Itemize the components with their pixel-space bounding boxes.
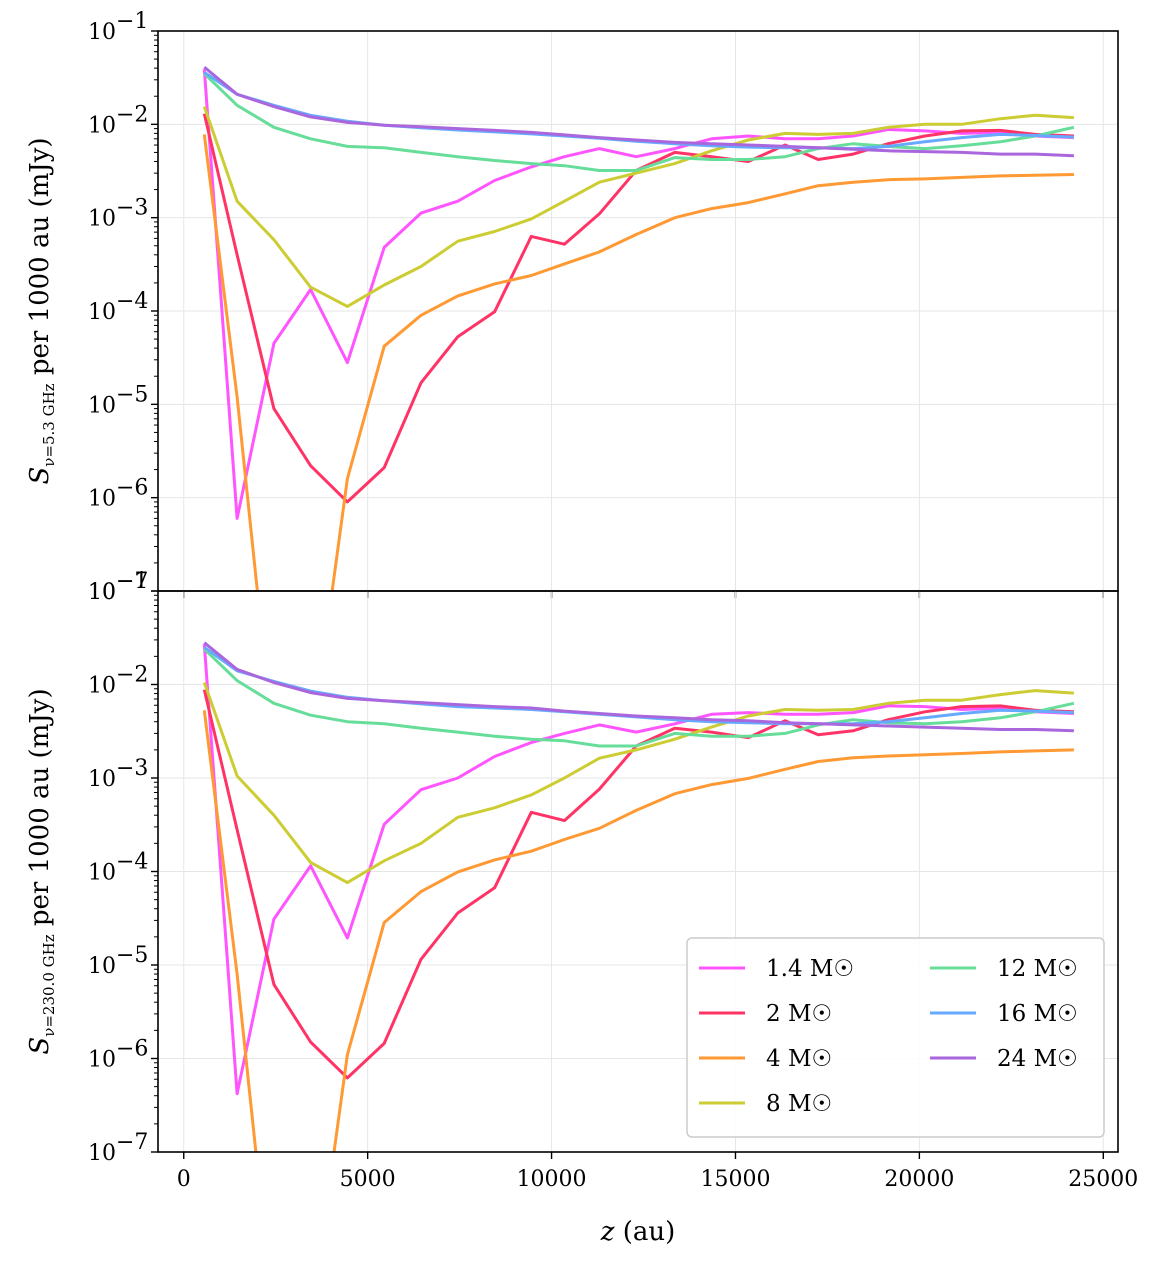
series-group xyxy=(202,641,1075,1152)
legend-label: 4 M☉ xyxy=(766,1046,832,1072)
y-tick-exponent: −1 xyxy=(116,9,148,34)
x-tick-label: 5000 xyxy=(340,1167,396,1192)
y-tick-label: 10 xyxy=(88,393,116,418)
y-tick-label: 10 xyxy=(88,954,116,979)
x-tick-label: 10000 xyxy=(517,1167,587,1192)
x-tick-label: 20000 xyxy=(884,1167,954,1192)
legend-box xyxy=(686,937,1105,1138)
y-tick-exponent: −4 xyxy=(116,289,148,314)
series-line xyxy=(202,682,1074,885)
series-line xyxy=(202,69,1074,520)
y-tick-exponent: −7 xyxy=(116,1130,148,1155)
y-tick-exponent: −2 xyxy=(116,102,148,127)
series-line xyxy=(202,644,1074,1096)
y-tick-exponent: −6 xyxy=(116,476,148,501)
series-line xyxy=(203,65,1074,158)
series-line xyxy=(203,71,1074,151)
y-tick-exponent: −5 xyxy=(116,943,148,968)
y-axis-label: Sν=5.3 GHz per 1000 au (mJy) xyxy=(25,137,58,484)
legend: 1.4 M☉ 2 M☉ 4 M☉ 8 M☉ 12 M☉ 16 M☉ 24 M☉ xyxy=(686,937,1105,1138)
y-tick-label: 10 xyxy=(88,20,116,45)
y-tick-exponent: −3 xyxy=(116,196,148,221)
y-tick-exponent: −2 xyxy=(116,663,148,688)
bottom-panel: 10 −110 −210 −310 −410 −510 −610 −70 5000 10000 15… xyxy=(25,569,1138,1247)
y-tick-label: 10 xyxy=(88,767,116,792)
legend-label: 24 M☉ xyxy=(997,1046,1078,1072)
y-tick-exponent: −5 xyxy=(116,382,148,407)
legend-label: 2 M☉ xyxy=(766,1001,832,1027)
x-tick-label: 0 xyxy=(177,1167,191,1192)
y-tick-label: 10 xyxy=(88,580,116,605)
legend-label: 16 M☉ xyxy=(997,1001,1078,1027)
y-tick-label: 10 xyxy=(88,861,116,886)
top-panel: 10−110−210−310−410−510−610 −7Sν=5.3 GHz p… xyxy=(25,9,1119,605)
series-line xyxy=(202,710,1074,1152)
y-tick-label: 10 xyxy=(88,1048,116,1073)
series-line xyxy=(203,72,1075,172)
x-tick-label: 25000 xyxy=(1068,1167,1138,1192)
series-line xyxy=(203,641,1074,733)
x-tick-label: 15000 xyxy=(700,1167,770,1192)
y-tick-label: 10 xyxy=(88,1141,116,1166)
series-line xyxy=(202,106,1074,308)
y-tick-label: 10 xyxy=(88,674,116,699)
y-tick-exponent: −6 xyxy=(116,1037,148,1062)
legend-label: 1.4 M☉ xyxy=(766,956,854,982)
series-line xyxy=(203,647,1075,748)
x-axis-label: z (au) xyxy=(600,1217,676,1247)
series-group xyxy=(202,65,1075,591)
series-line xyxy=(203,646,1074,726)
y-tick-exponent: −4 xyxy=(116,850,148,875)
y-tick-label: 10 xyxy=(88,580,116,605)
y-tick-label: 10 xyxy=(88,207,116,232)
y-tick-exponent: −3 xyxy=(116,756,148,781)
y-tick-exponent: −1 xyxy=(116,569,148,594)
y-tick-label: 10 xyxy=(88,487,116,512)
series-line xyxy=(202,134,1074,591)
y-tick-label: 10 xyxy=(88,113,116,138)
legend-label: 12 M☉ xyxy=(997,956,1078,982)
legend-label: 8 M☉ xyxy=(766,1091,832,1117)
y-tick-exponent: −7 xyxy=(116,569,148,594)
y-tick-label: 10 xyxy=(88,300,116,325)
y-axis-label: Sν=230.0 GHz per 1000 au (mJy) xyxy=(25,688,58,1054)
